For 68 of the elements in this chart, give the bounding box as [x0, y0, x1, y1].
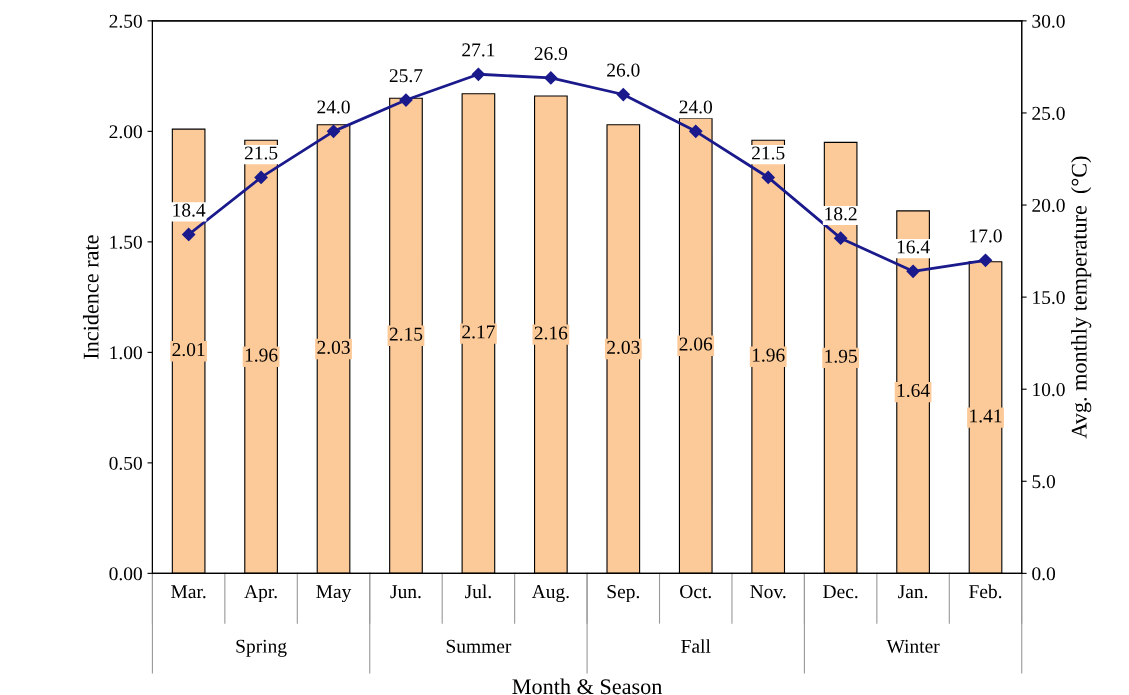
data-label: 2.17 — [462, 325, 495, 339]
data-label: 21.5 — [752, 146, 785, 160]
data-label: 18.4 — [173, 203, 206, 217]
text: Spring — [236, 639, 287, 657]
y2-tick-label: 25.0 — [1032, 106, 1065, 120]
data-label: 25.7 — [389, 69, 423, 83]
data-label: 2.16 — [534, 326, 568, 340]
data-label: 2.03 — [317, 340, 350, 354]
point — [399, 93, 413, 107]
x-tick-label: Mar. — [171, 585, 206, 599]
x-tick-label: Oct. — [680, 585, 711, 599]
y-tick-label: 2.50 — [109, 14, 142, 28]
data-label: 27.1 — [462, 43, 495, 57]
data-label: 24.0 — [317, 100, 350, 114]
y2-tick-label: 30.0 — [1032, 14, 1065, 28]
text: Winter — [886, 639, 940, 653]
data-label: 1.96 — [245, 348, 278, 362]
x-tick-label: Jan. — [898, 585, 928, 599]
point — [761, 170, 775, 184]
y-axis-title: Incidence rate — [82, 235, 99, 359]
x-tick-label: Jun. — [390, 585, 421, 599]
point — [978, 253, 993, 267]
data-label: 18.2 — [825, 207, 857, 221]
data-label: 1.95 — [825, 349, 857, 363]
data-label: 1.41 — [970, 409, 1002, 423]
x-tick-label: Jul. — [465, 584, 491, 599]
x-tick-label: Aug. — [531, 585, 569, 603]
x-tick-label: Dec. — [823, 585, 858, 599]
data-label: 2.06 — [679, 337, 713, 351]
text: Summer — [446, 639, 512, 653]
data-label: 2.15 — [389, 327, 423, 341]
x-axis-title: Month & Season — [512, 678, 663, 695]
x-tick-label: Apr. — [244, 585, 277, 603]
data-label: 26.9 — [534, 47, 568, 61]
data-label: 1.64 — [897, 383, 930, 398]
y2-tick-label: 0.0 — [1032, 567, 1056, 581]
point — [471, 67, 486, 81]
y-tick-label: 0.00 — [109, 567, 142, 581]
y2-axis-title: Avg. monthly temperature (°C) — [1071, 156, 1092, 439]
data-label: 21.5 — [244, 146, 278, 160]
y-tick-label: 0.50 — [109, 456, 142, 470]
y-tick-label: 2.00 — [109, 125, 142, 139]
data-label: 26.0 — [607, 63, 640, 77]
data-label: 16.4 — [897, 240, 930, 254]
data-label: 17.0 — [970, 229, 1002, 243]
y2-tick-label: 10.0 — [1033, 383, 1065, 397]
point — [182, 227, 196, 242]
point — [616, 87, 630, 102]
data-label: 2.03 — [607, 340, 640, 354]
point — [544, 71, 558, 85]
point — [689, 124, 703, 138]
x-tick-label: Feb. — [969, 584, 1002, 599]
text: Fall — [681, 639, 711, 653]
data-label: 1.96 — [752, 348, 785, 362]
data-label: 24.0 — [679, 100, 713, 114]
y-tick-label: 1.50 — [110, 235, 142, 249]
y-tick-label: 1.00 — [110, 346, 142, 360]
point — [254, 170, 268, 184]
point — [834, 231, 848, 245]
x-tick-label: May — [316, 585, 352, 603]
data-label: 2.01 — [172, 343, 205, 357]
x-tick-label: Nov. — [750, 585, 786, 599]
x-tick-label: Sep. — [607, 585, 640, 603]
y2-tick-label: 15.0 — [1033, 290, 1065, 305]
point — [326, 124, 341, 138]
y2-tick-label: 5.0 — [1032, 475, 1056, 489]
point — [906, 264, 920, 278]
y2-tick-label: 20.0 — [1032, 198, 1065, 213]
